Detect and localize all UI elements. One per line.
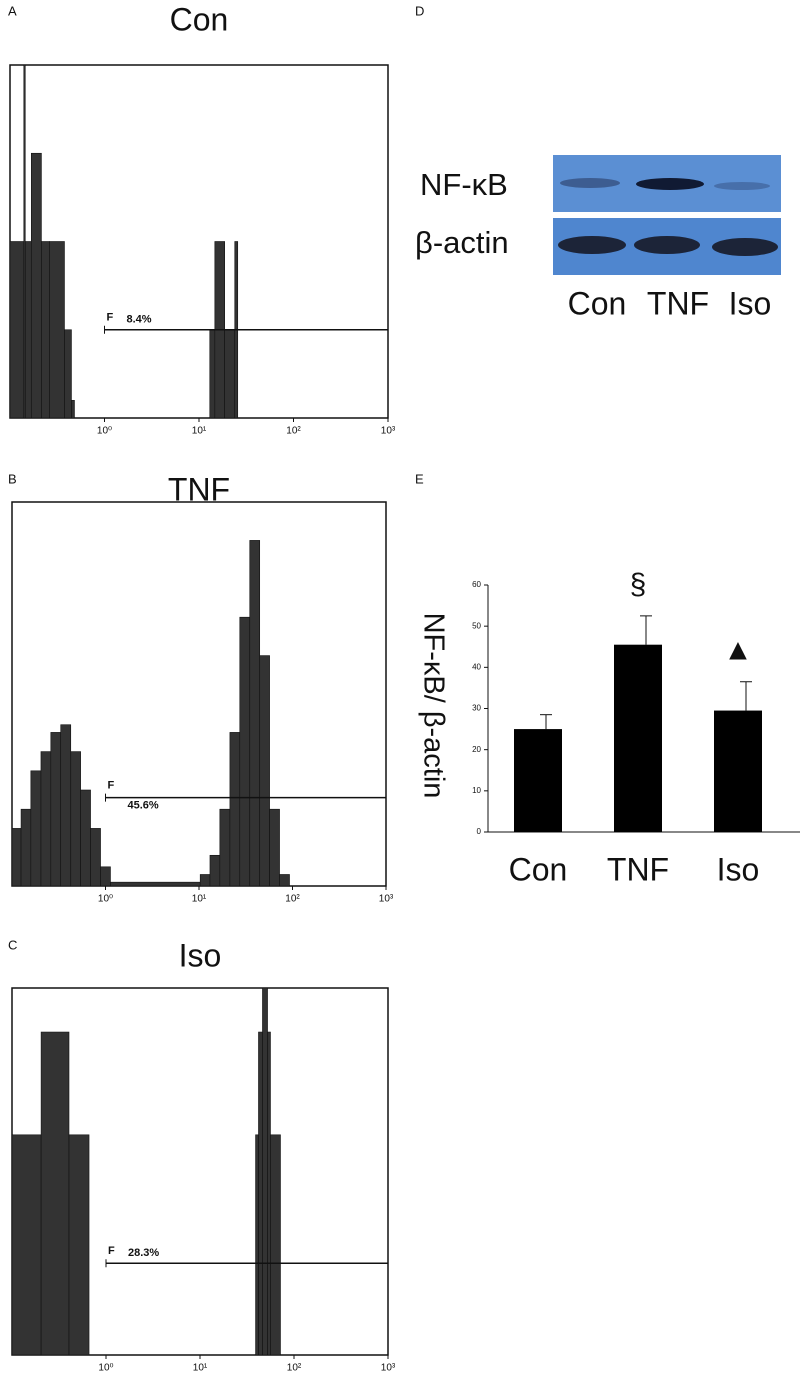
y-tick-label: 10 xyxy=(472,786,481,795)
panel-letter: D xyxy=(415,3,424,18)
histogram-bar xyxy=(209,329,216,419)
histogram-bar xyxy=(11,1134,42,1356)
histogram-bar xyxy=(249,540,261,887)
gate-label: F xyxy=(107,312,114,324)
x-tick-label: 10⁰ xyxy=(97,426,112,437)
histogram-bar xyxy=(224,329,236,419)
histogram-bar xyxy=(90,828,101,887)
histogram-bar xyxy=(259,655,270,887)
blot-band xyxy=(634,236,700,254)
histogram-bar xyxy=(219,808,231,887)
histogram-bar xyxy=(60,724,72,887)
histogram-bar xyxy=(40,1031,70,1356)
blot-band xyxy=(558,236,626,254)
histogram-bar xyxy=(9,241,25,419)
histogram-bar xyxy=(41,241,50,419)
blot-lane-label: Con xyxy=(568,285,627,321)
x-tick-label: 10² xyxy=(286,426,301,437)
bar xyxy=(514,729,562,832)
blot-band xyxy=(560,178,620,188)
histogram-bar xyxy=(50,732,62,887)
histogram-bar xyxy=(11,828,22,887)
x-tick-label: 10³ xyxy=(381,1363,396,1374)
x-tick-label: 10⁰ xyxy=(98,1363,113,1374)
histogram-bar xyxy=(30,770,42,887)
histogram-bar xyxy=(262,987,268,1356)
panel-letter: A xyxy=(8,3,17,18)
significance-marker: § xyxy=(630,568,647,601)
bar xyxy=(714,710,762,832)
histogram-bar xyxy=(209,854,221,887)
x-tick-label: 10² xyxy=(287,1363,302,1374)
x-tick-label: 10⁰ xyxy=(98,894,113,905)
histogram-bar xyxy=(71,400,75,419)
histogram-bar xyxy=(64,329,72,419)
x-tick-label: 10³ xyxy=(381,426,396,437)
blot-row-label: β-actin xyxy=(415,225,509,260)
chart-title: Iso xyxy=(179,937,222,973)
bar xyxy=(614,644,662,832)
histogram-bar xyxy=(267,1031,271,1356)
histogram-bar xyxy=(270,1134,281,1356)
y-tick-label: 30 xyxy=(472,704,481,713)
histogram-bar xyxy=(40,751,52,887)
blot-band xyxy=(714,182,770,190)
blot-band xyxy=(636,178,704,190)
gate-label: F xyxy=(108,1245,115,1257)
histogram-bar xyxy=(110,881,201,887)
western-blot: NF-κB β-actin Con TNF Iso xyxy=(415,155,781,321)
histogram-bar xyxy=(279,874,290,887)
y-tick-label: 50 xyxy=(472,621,481,630)
y-tick-label: 20 xyxy=(472,745,481,754)
x-tick-label: 10³ xyxy=(379,894,394,905)
histogram-bar xyxy=(80,789,91,887)
gate-label: F xyxy=(108,780,115,792)
histogram-bar xyxy=(30,152,42,419)
x-tick-label: 10² xyxy=(285,894,300,905)
chart-title: Con xyxy=(170,1,229,37)
y-tick-label: 40 xyxy=(472,662,481,671)
histogram-bar xyxy=(239,616,251,887)
x-tick-label: 10¹ xyxy=(193,1363,208,1374)
histogram-bar xyxy=(258,1031,263,1356)
histogram-bar xyxy=(229,732,241,887)
significance-marker: ▲ xyxy=(723,634,753,667)
histogram-bar xyxy=(70,751,81,887)
x-tick-label: TNF xyxy=(607,851,669,887)
blot-row-label: NF-κB xyxy=(420,167,508,202)
x-tick-label: Iso xyxy=(717,851,760,887)
x-tick-label: 10¹ xyxy=(192,894,207,905)
x-tick-label: 10¹ xyxy=(192,426,207,437)
blot-lane-label: TNF xyxy=(647,285,709,321)
histogram-bar xyxy=(269,808,280,887)
panel-letter: C xyxy=(8,937,17,952)
gate-percent: 8.4% xyxy=(127,314,152,326)
histogram-bar xyxy=(100,866,111,887)
histogram-bar xyxy=(49,241,65,419)
panel-letter: B xyxy=(8,471,17,486)
blot-band xyxy=(712,238,778,256)
blot-lane-label: Iso xyxy=(729,285,772,321)
histogram-bar xyxy=(68,1134,90,1356)
histogram-bar xyxy=(20,808,32,887)
panel-letter: E xyxy=(415,471,424,486)
histogram-bar xyxy=(255,1134,259,1356)
x-tick-label: Con xyxy=(509,851,568,887)
y-tick-label: 60 xyxy=(472,580,481,589)
histogram-bar xyxy=(199,874,211,887)
histogram-bar xyxy=(24,241,32,419)
y-axis-label: NF-κB/ β-actin xyxy=(417,613,449,799)
gate-percent: 45.6% xyxy=(128,800,159,812)
gate-percent: 28.3% xyxy=(128,1247,159,1259)
y-tick-label: 0 xyxy=(477,827,482,836)
